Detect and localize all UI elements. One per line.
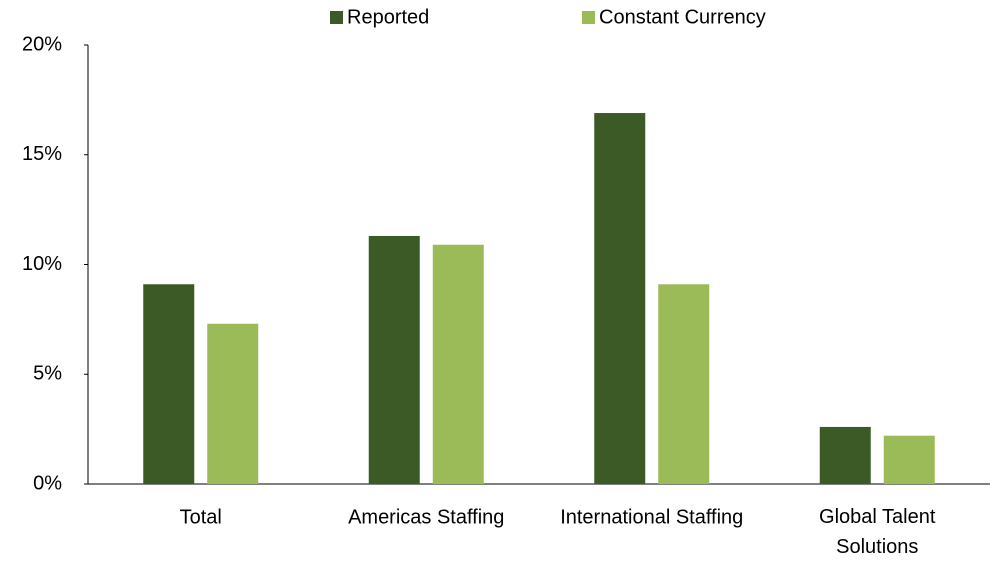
bar (658, 284, 710, 484)
legend-label: Reported (347, 6, 429, 28)
bar (207, 323, 259, 484)
bar (819, 426, 871, 484)
bar (594, 113, 646, 485)
x-tick-label: Global Talent Solutions (819, 506, 936, 558)
legend-label: Constant Currency (599, 6, 766, 28)
y-tick-label: 10% (22, 253, 62, 275)
bar (883, 435, 935, 484)
x-tick-label: Americas Staffing (348, 506, 504, 528)
legend-swatch (330, 11, 343, 24)
x-tick-label: Total (180, 506, 222, 528)
x-tick-label: International Staffing (560, 506, 743, 528)
y-tick-label: 15% (22, 143, 62, 165)
bar (368, 235, 420, 484)
bar (143, 284, 195, 484)
legend-swatch (582, 11, 595, 24)
y-tick-label: 0% (33, 472, 62, 494)
y-tick-label: 20% (22, 33, 62, 55)
bar (432, 244, 484, 484)
y-tick-label: 5% (33, 363, 62, 385)
